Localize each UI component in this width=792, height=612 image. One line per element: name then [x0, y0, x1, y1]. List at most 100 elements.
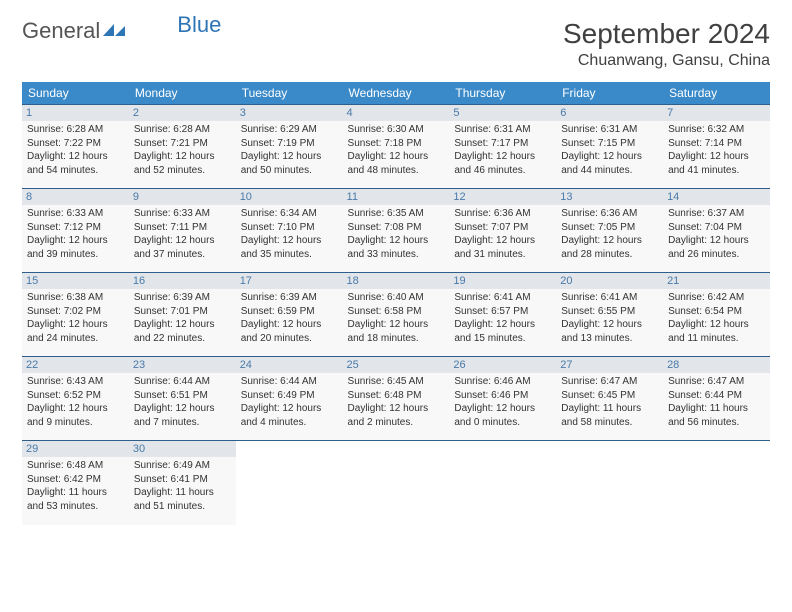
day-number: 30 — [129, 441, 236, 457]
title-block: September 2024 Chuanwang, Gansu, China — [563, 18, 770, 70]
day-cell: 19 Sunrise: 6:41 AMSunset: 6:57 PMDayligh… — [449, 273, 556, 357]
day-header-row: Sunday Monday Tuesday Wednesday Thursday… — [22, 82, 770, 105]
day-details: Sunrise: 6:33 AMSunset: 7:12 PMDaylight:… — [27, 207, 124, 261]
dayhead-tue: Tuesday — [236, 82, 343, 105]
day-details: Sunrise: 6:35 AMSunset: 7:08 PMDaylight:… — [348, 207, 445, 261]
day-number: 17 — [236, 273, 343, 289]
empty-cell — [343, 441, 450, 525]
dayhead-wed: Wednesday — [343, 82, 450, 105]
day-details: Sunrise: 6:29 AMSunset: 7:19 PMDaylight:… — [241, 123, 338, 177]
day-details: Sunrise: 6:31 AMSunset: 7:15 PMDaylight:… — [561, 123, 658, 177]
day-number: 5 — [449, 105, 556, 121]
day-number: 29 — [22, 441, 129, 457]
day-cell: 13Sunrise: 6:36 AMSunset: 7:05 PMDayligh… — [556, 189, 663, 273]
empty-cell — [556, 441, 663, 525]
day-cell: 21 Sunrise: 6:42 AMSunset: 6:54 PMDayligh… — [663, 273, 770, 357]
page-title: September 2024 — [563, 18, 770, 50]
day-details: Sunrise: 6:47 AMSunset: 6:44 PMDaylight:… — [668, 375, 765, 429]
day-number: 16 — [129, 273, 236, 289]
day-details: Sunrise: 6:33 AMSunset: 7:11 PMDaylight:… — [134, 207, 231, 261]
day-cell: 28 Sunrise: 6:47 AMSunset: 6:44 PMDayligh… — [663, 357, 770, 441]
day-cell: 14 Sunrise: 6:37 AMSunset: 7:04 PMDayligh… — [663, 189, 770, 273]
day-cell: 10 Sunrise: 6:34 AMSunset: 7:10 PMDayligh… — [236, 189, 343, 273]
day-number: 12 — [449, 189, 556, 205]
week-row: 22Sunrise: 6:43 AMSunset: 6:52 PMDayligh… — [22, 357, 770, 441]
empty-cell — [663, 441, 770, 525]
day-number: 25 — [343, 357, 450, 373]
day-number: 26 — [449, 357, 556, 373]
day-cell: 25 Sunrise: 6:45 AMSunset: 6:48 PMDayligh… — [343, 357, 450, 441]
day-details: Sunrise: 6:32 AMSunset: 7:14 PMDaylight:… — [668, 123, 765, 177]
day-number: 10 — [236, 189, 343, 205]
day-cell: 22Sunrise: 6:43 AMSunset: 6:52 PMDayligh… — [22, 357, 129, 441]
day-cell: 12Sunrise: 6:36 AMSunset: 7:07 PMDayligh… — [449, 189, 556, 273]
day-details: Sunrise: 6:44 AMSunset: 6:49 PMDaylight:… — [241, 375, 338, 429]
week-row: 1 Sunrise: 6:28 AMSunset: 7:22 PMDaylight… — [22, 105, 770, 189]
dayhead-sun: Sunday — [22, 82, 129, 105]
day-number: 1 — [22, 105, 129, 121]
day-details: Sunrise: 6:47 AMSunset: 6:45 PMDaylight:… — [561, 375, 658, 429]
day-details: Sunrise: 6:48 AMSunset: 6:42 PMDaylight:… — [27, 459, 124, 513]
day-details: Sunrise: 6:44 AMSunset: 6:51 PMDaylight:… — [134, 375, 231, 429]
day-details: Sunrise: 6:31 AMSunset: 7:17 PMDaylight:… — [454, 123, 551, 177]
day-number: 8 — [22, 189, 129, 205]
day-number: 27 — [556, 357, 663, 373]
day-cell: 29 Sunrise: 6:48 AMSunset: 6:42 PMDayligh… — [22, 441, 129, 525]
day-number: 28 — [663, 357, 770, 373]
day-details: Sunrise: 6:49 AMSunset: 6:41 PMDaylight:… — [134, 459, 231, 513]
dayhead-thu: Thursday — [449, 82, 556, 105]
day-details: Sunrise: 6:46 AMSunset: 6:46 PMDaylight:… — [454, 375, 551, 429]
brand-sail-icon — [103, 18, 125, 44]
day-number: 7 — [663, 105, 770, 121]
day-details: Sunrise: 6:41 AMSunset: 6:55 PMDaylight:… — [561, 291, 658, 345]
day-details: Sunrise: 6:37 AMSunset: 7:04 PMDaylight:… — [668, 207, 765, 261]
day-cell: 1 Sunrise: 6:28 AMSunset: 7:22 PMDaylight… — [22, 105, 129, 189]
day-number: 18 — [343, 273, 450, 289]
day-cell: 27 Sunrise: 6:47 AMSunset: 6:45 PMDayligh… — [556, 357, 663, 441]
location-label: Chuanwang, Gansu, China — [563, 52, 770, 70]
day-cell: 23 Sunrise: 6:44 AMSunset: 6:51 PMDayligh… — [129, 357, 236, 441]
day-details: Sunrise: 6:36 AMSunset: 7:05 PMDaylight:… — [561, 207, 658, 261]
day-number: 15 — [22, 273, 129, 289]
header: General Blue September 2024 Chuanwang, G… — [22, 18, 770, 70]
day-details: Sunrise: 6:30 AMSunset: 7:18 PMDaylight:… — [348, 123, 445, 177]
calendar-table: Sunday Monday Tuesday Wednesday Thursday… — [22, 82, 770, 525]
week-row: 15 Sunrise: 6:38 AMSunset: 7:02 PMDayligh… — [22, 273, 770, 357]
day-number: 9 — [129, 189, 236, 205]
day-cell: 7 Sunrise: 6:32 AMSunset: 7:14 PMDaylight… — [663, 105, 770, 189]
day-number: 11 — [343, 189, 450, 205]
day-number: 14 — [663, 189, 770, 205]
week-row: 8 Sunrise: 6:33 AMSunset: 7:12 PMDaylight… — [22, 189, 770, 273]
day-details: Sunrise: 6:42 AMSunset: 6:54 PMDaylight:… — [668, 291, 765, 345]
day-details: Sunrise: 6:41 AMSunset: 6:57 PMDaylight:… — [454, 291, 551, 345]
day-number: 24 — [236, 357, 343, 373]
day-cell: 30 Sunrise: 6:49 AMSunset: 6:41 PMDayligh… — [129, 441, 236, 525]
day-cell: 2Sunrise: 6:28 AMSunset: 7:21 PMDaylight… — [129, 105, 236, 189]
day-cell: 4 Sunrise: 6:30 AMSunset: 7:18 PMDaylight… — [343, 105, 450, 189]
day-cell: 24 Sunrise: 6:44 AMSunset: 6:49 PMDayligh… — [236, 357, 343, 441]
day-cell: 15 Sunrise: 6:38 AMSunset: 7:02 PMDayligh… — [22, 273, 129, 357]
brand-part1: General — [22, 18, 100, 44]
day-number: 19 — [449, 273, 556, 289]
day-number: 20 — [556, 273, 663, 289]
day-number: 4 — [343, 105, 450, 121]
day-details: Sunrise: 6:43 AMSunset: 6:52 PMDaylight:… — [27, 375, 124, 429]
day-details: Sunrise: 6:38 AMSunset: 7:02 PMDaylight:… — [27, 291, 124, 345]
dayhead-sat: Saturday — [663, 82, 770, 105]
day-cell: 20 Sunrise: 6:41 AMSunset: 6:55 PMDayligh… — [556, 273, 663, 357]
day-number: 6 — [556, 105, 663, 121]
day-number: 23 — [129, 357, 236, 373]
day-cell: 11 Sunrise: 6:35 AMSunset: 7:08 PMDayligh… — [343, 189, 450, 273]
day-details: Sunrise: 6:40 AMSunset: 6:58 PMDaylight:… — [348, 291, 445, 345]
day-cell: 3Sunrise: 6:29 AMSunset: 7:19 PMDaylight… — [236, 105, 343, 189]
brand-logo: General Blue — [22, 18, 221, 44]
day-cell: 8 Sunrise: 6:33 AMSunset: 7:12 PMDaylight… — [22, 189, 129, 273]
day-details: Sunrise: 6:34 AMSunset: 7:10 PMDaylight:… — [241, 207, 338, 261]
day-details: Sunrise: 6:39 AMSunset: 7:01 PMDaylight:… — [134, 291, 231, 345]
day-number: 21 — [663, 273, 770, 289]
day-details: Sunrise: 6:45 AMSunset: 6:48 PMDaylight:… — [348, 375, 445, 429]
day-details: Sunrise: 6:39 AMSunset: 6:59 PMDaylight:… — [241, 291, 338, 345]
day-details: Sunrise: 6:28 AMSunset: 7:22 PMDaylight:… — [27, 123, 124, 177]
empty-cell — [236, 441, 343, 525]
day-cell: 17 Sunrise: 6:39 AMSunset: 6:59 PMDayligh… — [236, 273, 343, 357]
